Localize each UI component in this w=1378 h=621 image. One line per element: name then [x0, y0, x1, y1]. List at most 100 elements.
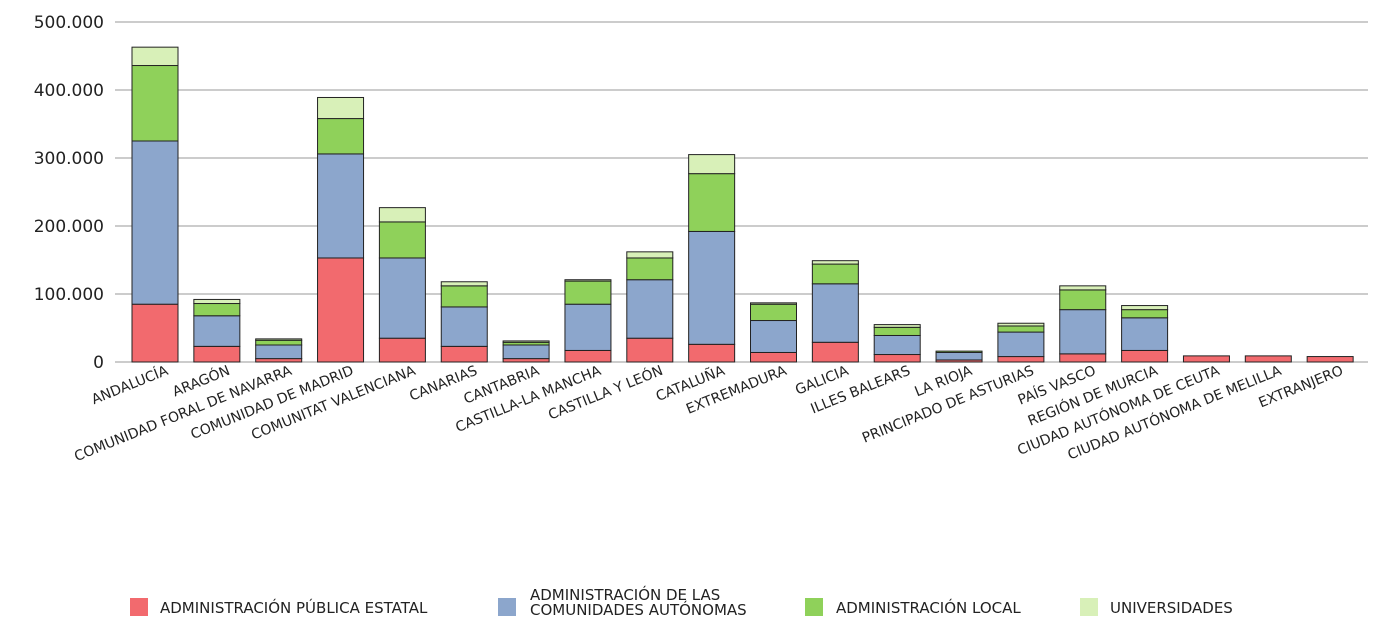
bar-stack — [1244, 355, 1292, 363]
bar-segment — [378, 257, 426, 339]
bar-segment — [131, 140, 179, 305]
legend-item: ADMINISTRACIÓN LOCAL — [805, 598, 1021, 617]
bar-segment — [1121, 305, 1169, 311]
bar-segment — [935, 350, 983, 353]
bar-segment — [626, 251, 674, 259]
bar-stack — [1182, 355, 1230, 363]
bar-segment — [750, 351, 797, 363]
bar-segment — [873, 324, 921, 328]
bar-segment — [811, 283, 859, 343]
bar-segment — [1059, 353, 1107, 363]
bar-segment — [1306, 356, 1354, 363]
bar-segment — [440, 285, 488, 308]
legend: ADMINISTRACIÓN PÚBLICA ESTATAL ADMINISTRA… — [130, 585, 1233, 619]
legend-swatch — [805, 598, 823, 616]
legend-swatch — [1080, 598, 1098, 616]
bar-segment — [1059, 289, 1107, 311]
bar-stack — [378, 207, 426, 363]
bar-segment — [626, 337, 674, 363]
bar-segment — [502, 344, 550, 360]
bar-stack — [193, 298, 241, 363]
bar-segment — [811, 263, 859, 285]
y-axis: 0 100.000 200.000 300.000 400.000 500.000 — [34, 13, 104, 373]
bar-segment — [1121, 349, 1169, 363]
bar-segment — [255, 344, 303, 360]
bar-segment — [750, 303, 797, 322]
bar-stack — [935, 350, 983, 363]
bar-segment — [1059, 285, 1107, 291]
y-tick-label: 300.000 — [34, 149, 104, 169]
bar-segment — [688, 154, 736, 175]
bar-segment — [317, 96, 365, 120]
bar-segment — [255, 339, 303, 346]
bar-segment — [255, 358, 303, 363]
bar-segment — [131, 303, 179, 363]
bar-segment — [131, 65, 179, 142]
bar-stack — [440, 281, 488, 363]
bar-stack — [1121, 305, 1169, 363]
legend-swatch — [498, 598, 516, 616]
legend-label: ADMINISTRACIÓN LOCAL — [836, 598, 1021, 617]
bar-segment — [564, 303, 612, 351]
y-tick-label: 400.000 — [34, 81, 104, 101]
bar-segment — [688, 343, 736, 363]
bar-segment — [811, 260, 859, 265]
bar-segment — [1244, 355, 1292, 363]
bar-segment — [440, 281, 488, 287]
bar-stack — [1059, 285, 1107, 363]
bar-segment — [193, 303, 241, 317]
y-tick-label: 100.000 — [34, 285, 104, 305]
bar-segment — [750, 302, 797, 305]
bar-segment — [131, 46, 179, 67]
bar-segment — [750, 320, 797, 353]
legend-label: UNIVERSIDADES — [1110, 599, 1233, 617]
bar-segment — [317, 153, 365, 259]
bar-stack — [317, 96, 365, 363]
bar-segment — [440, 345, 488, 363]
bar-segment — [626, 257, 674, 281]
bar-segment — [378, 337, 426, 363]
bar-segment — [502, 340, 550, 343]
bar-segment — [873, 326, 921, 336]
legend-label: ADMINISTRACIÓN PÚBLICA ESTATAL — [160, 598, 428, 617]
bar-stack — [1306, 356, 1354, 363]
bar-segment — [564, 279, 612, 282]
bar-segment — [935, 351, 983, 361]
bar-segment — [378, 207, 426, 223]
bar-segment — [564, 349, 612, 363]
bar-stack — [873, 324, 921, 363]
bar-stack — [131, 46, 179, 363]
bar-segment — [997, 322, 1045, 327]
bar-segment — [626, 279, 674, 339]
bar-stack — [750, 302, 797, 363]
legend-swatch — [130, 598, 148, 616]
bar-segment — [378, 221, 426, 259]
bar-segment — [873, 334, 921, 356]
bar-segment — [1182, 355, 1230, 363]
legend-label: ADMINISTRACIÓN DE LAS — [530, 585, 720, 604]
bar-segment — [688, 230, 736, 345]
bar-stack — [255, 338, 303, 363]
legend-item: ADMINISTRACIÓN PÚBLICA ESTATAL — [130, 598, 428, 617]
bar-segment — [317, 118, 365, 155]
bar-segment — [688, 173, 736, 232]
bar-segment — [1121, 317, 1169, 351]
bar-segment — [440, 306, 488, 347]
bar-stack — [626, 251, 674, 363]
bar-segment — [317, 257, 365, 363]
bar-stack — [997, 322, 1045, 363]
bar-segment — [997, 325, 1045, 333]
bar-segment — [193, 345, 241, 363]
gridlines — [115, 21, 1368, 363]
bars — [131, 46, 1354, 363]
bar-stack — [811, 260, 859, 363]
bar-segment — [1121, 309, 1169, 319]
bar-stack — [688, 154, 736, 363]
bar-segment — [873, 354, 921, 363]
bar-stack — [502, 340, 550, 363]
bar-segment — [502, 358, 550, 363]
bar-segment — [193, 315, 241, 347]
